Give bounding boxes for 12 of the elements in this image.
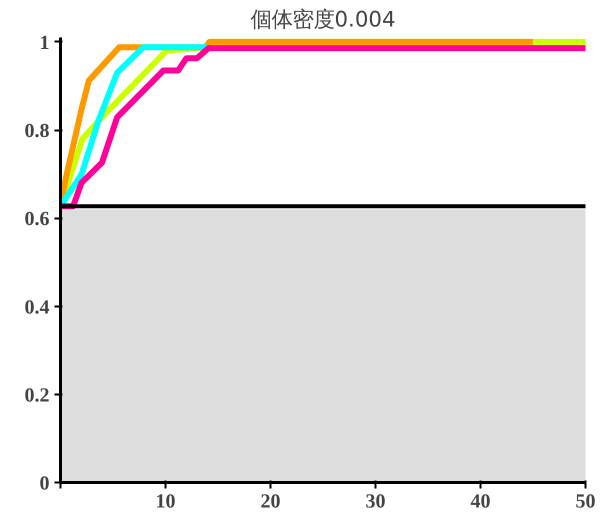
y-tick-label: 0.6 <box>24 208 50 230</box>
x-tick-label: 50 <box>576 490 596 512</box>
y-tick-label: 0.4 <box>24 296 50 318</box>
x-tick-label: 30 <box>366 490 386 512</box>
chart-title: 個体密度0.004 <box>250 8 396 32</box>
y-tick-label: 0 <box>40 472 50 494</box>
y-tick-label: 1 <box>40 32 50 54</box>
y-tick-label: 0.2 <box>24 384 50 406</box>
y-tick-label: 0.8 <box>24 120 50 142</box>
x-tick-label: 40 <box>470 490 490 512</box>
x-tick-label: 20 <box>260 490 280 512</box>
x-tick-label: 10 <box>156 490 176 512</box>
